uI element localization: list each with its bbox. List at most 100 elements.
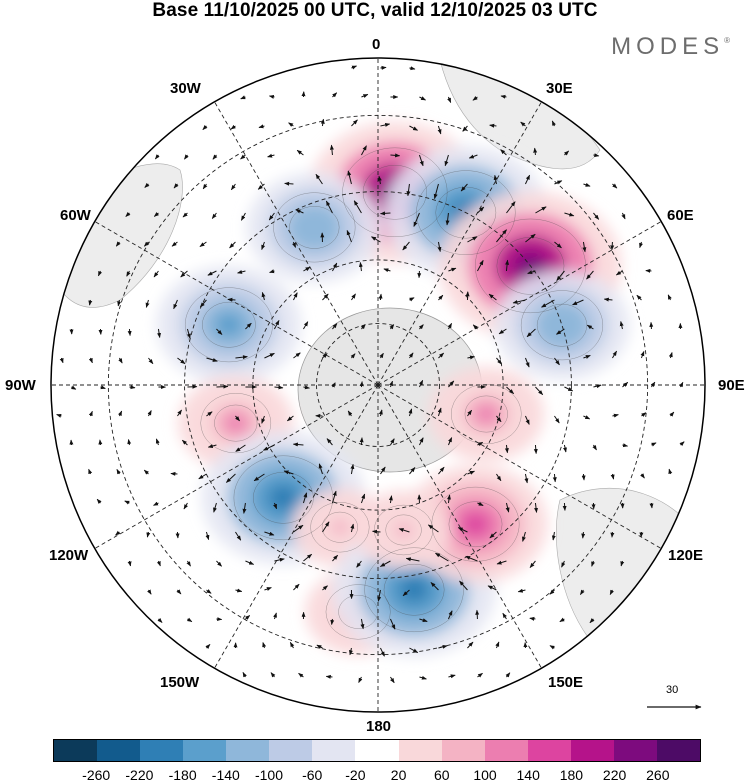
wind-vector xyxy=(390,153,401,158)
wind-vector xyxy=(293,292,298,301)
wind-vector xyxy=(447,322,453,330)
wind-vector xyxy=(330,618,335,626)
lon-label-120e: 120E xyxy=(668,547,704,564)
wind-vector xyxy=(380,123,391,127)
wind-vector xyxy=(383,268,391,273)
wind-vector xyxy=(59,357,64,364)
colorbar-swatch xyxy=(54,740,98,761)
wind-vector xyxy=(240,212,246,221)
wind-vector xyxy=(242,671,247,678)
wind-vector xyxy=(380,211,391,216)
wind-vector xyxy=(378,293,383,301)
wind-vector xyxy=(559,617,565,623)
wind-vector xyxy=(563,444,567,453)
wind-vector xyxy=(358,676,363,683)
anomaly-center xyxy=(246,172,382,283)
wind-vector xyxy=(347,410,353,417)
wind-vector xyxy=(331,382,336,388)
wind-vector xyxy=(524,473,529,484)
wind-vector xyxy=(591,560,596,567)
colorbar-tick-label: 100 xyxy=(473,767,497,783)
wind-vector xyxy=(380,466,386,475)
wind-vector xyxy=(288,122,294,127)
wind-vector xyxy=(586,324,594,330)
wind-vector xyxy=(533,444,538,455)
contour-line xyxy=(289,206,340,249)
wind-vector xyxy=(409,647,419,654)
wind-vector xyxy=(274,385,284,390)
wind-vector xyxy=(465,555,478,562)
colorbar-swatch xyxy=(441,740,485,761)
wind-vector xyxy=(556,270,565,281)
wind-vector xyxy=(322,521,330,533)
wind-vector xyxy=(495,641,500,649)
wind-vector xyxy=(379,647,385,657)
colorbar-swatch xyxy=(355,740,399,761)
wind-vector xyxy=(668,351,673,359)
lon-label-30e: 30E xyxy=(546,80,573,97)
lon-label-30w: 30W xyxy=(170,80,201,97)
wind-vector xyxy=(98,439,103,446)
wind-vector xyxy=(622,382,629,388)
contour-line xyxy=(321,511,358,543)
wind-vector xyxy=(88,468,93,475)
wind-vector xyxy=(583,182,591,187)
wind-vector xyxy=(430,582,439,591)
wind-vector xyxy=(207,270,217,276)
wind-vector xyxy=(264,352,275,359)
wind-vector xyxy=(500,149,507,156)
wind-vector xyxy=(667,294,672,301)
wind-vector xyxy=(620,560,625,567)
colorbar-swatch xyxy=(484,740,528,761)
wind-vector xyxy=(303,553,313,562)
colorbar-swatch xyxy=(613,740,657,761)
wind-vector xyxy=(447,96,452,103)
wind-vector xyxy=(115,530,121,536)
colorbar-swatch xyxy=(183,740,227,761)
contour-line xyxy=(385,514,422,546)
wind-vector xyxy=(409,125,419,131)
wind-vector xyxy=(289,641,295,649)
wind-vector xyxy=(127,438,132,446)
wind-vector xyxy=(353,200,362,214)
wind-vector xyxy=(205,531,210,541)
wind-vector xyxy=(292,241,297,248)
wind-vector xyxy=(296,149,304,156)
wind-vector xyxy=(325,200,333,214)
wind-vector xyxy=(504,444,509,454)
wind-vector xyxy=(636,294,642,301)
colorbar-swatch xyxy=(527,740,571,761)
wind-vector xyxy=(237,269,246,274)
wind-vector xyxy=(622,443,629,448)
wind-vector xyxy=(211,212,217,219)
wind-vector xyxy=(556,328,565,335)
wind-vector xyxy=(157,617,163,623)
wind-vector xyxy=(592,444,597,451)
wind-vector xyxy=(360,493,366,504)
wind-vector xyxy=(286,415,294,422)
colorbar-tick-label: 140 xyxy=(516,767,540,783)
wind-vector xyxy=(378,409,383,417)
colorbar-tick-label: 220 xyxy=(602,767,627,783)
meridian-line xyxy=(377,221,662,386)
wind-vector xyxy=(269,269,275,274)
colorbar-tick-label: -260 xyxy=(82,767,111,783)
wind-vector xyxy=(129,385,136,390)
wind-vector xyxy=(612,350,618,359)
wind-vector xyxy=(554,241,562,249)
wind-vector xyxy=(527,270,536,275)
wind-vector xyxy=(500,94,507,99)
latitude-circle xyxy=(184,191,572,579)
wind-vector xyxy=(506,386,514,394)
anomaly-center xyxy=(494,270,630,381)
wind-vector xyxy=(517,588,526,593)
wind-vector xyxy=(206,357,218,362)
wind-vector xyxy=(127,560,132,567)
wind-vector xyxy=(572,299,584,306)
wind-vector xyxy=(124,500,130,505)
wind-vector xyxy=(579,589,585,595)
wind-vector xyxy=(467,355,475,360)
wind-vector xyxy=(292,442,304,447)
wind-vector xyxy=(235,355,248,360)
wind-vector xyxy=(496,229,507,243)
